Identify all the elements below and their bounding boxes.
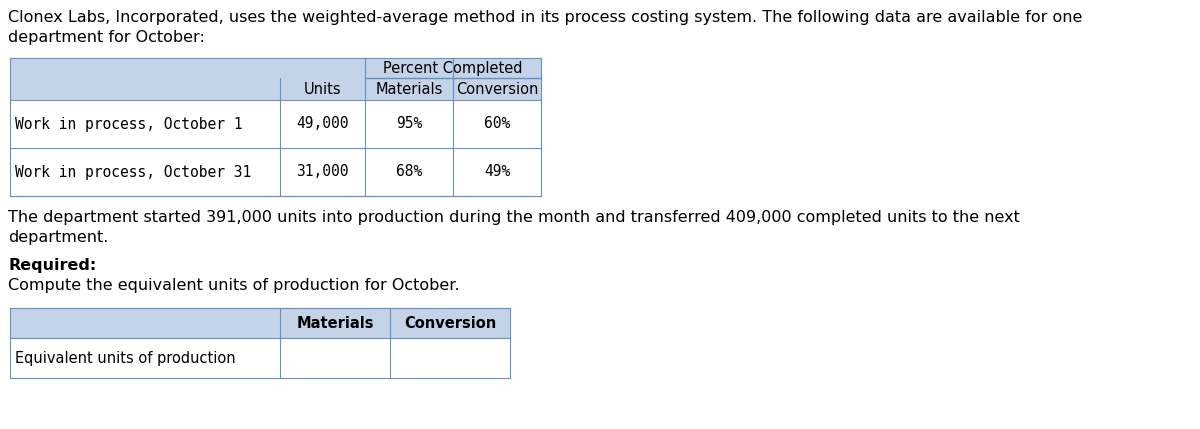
Bar [390,338,510,378]
Text: Conversion: Conversion [456,82,538,97]
Bar [10,58,365,78]
Text: Clonex Labs, Incorporated, uses the weighted-average method in its process costi: Clonex Labs, Incorporated, uses the weig… [8,10,1082,25]
Text: 95%: 95% [396,117,422,132]
Bar [280,308,390,338]
Text: Units: Units [304,82,341,97]
Text: department.: department. [8,230,108,245]
Bar [454,78,541,100]
Text: Equivalent units of production: Equivalent units of production [14,350,235,366]
Bar [10,338,280,378]
Text: Materials: Materials [376,82,443,97]
Bar [10,78,280,100]
Text: 68%: 68% [396,164,422,179]
Bar [454,100,541,148]
Bar [280,338,390,378]
Bar [390,308,510,338]
Bar [10,148,280,196]
Bar [280,100,365,148]
Bar [280,148,365,196]
Text: Conversion: Conversion [404,315,496,330]
Bar [10,100,280,148]
Bar [365,58,541,78]
Bar [10,308,280,338]
Text: 49%: 49% [484,164,510,179]
Text: 60%: 60% [484,117,510,132]
Bar [454,148,541,196]
Text: Work in process, October 1: Work in process, October 1 [14,117,242,132]
Text: Work in process, October 31: Work in process, October 31 [14,164,251,179]
Text: Materials: Materials [296,315,373,330]
Text: Required:: Required: [8,258,96,273]
Text: Compute the equivalent units of production for October.: Compute the equivalent units of producti… [8,278,460,293]
Text: 31,000: 31,000 [296,164,349,179]
Text: 49,000: 49,000 [296,117,349,132]
Bar [365,148,454,196]
Bar [365,78,454,100]
Bar [280,78,365,100]
Text: The department started 391,000 units into production during the month and transf: The department started 391,000 units int… [8,210,1020,225]
Bar [365,100,454,148]
Text: Percent Completed: Percent Completed [383,60,523,76]
Text: department for October:: department for October: [8,30,205,45]
